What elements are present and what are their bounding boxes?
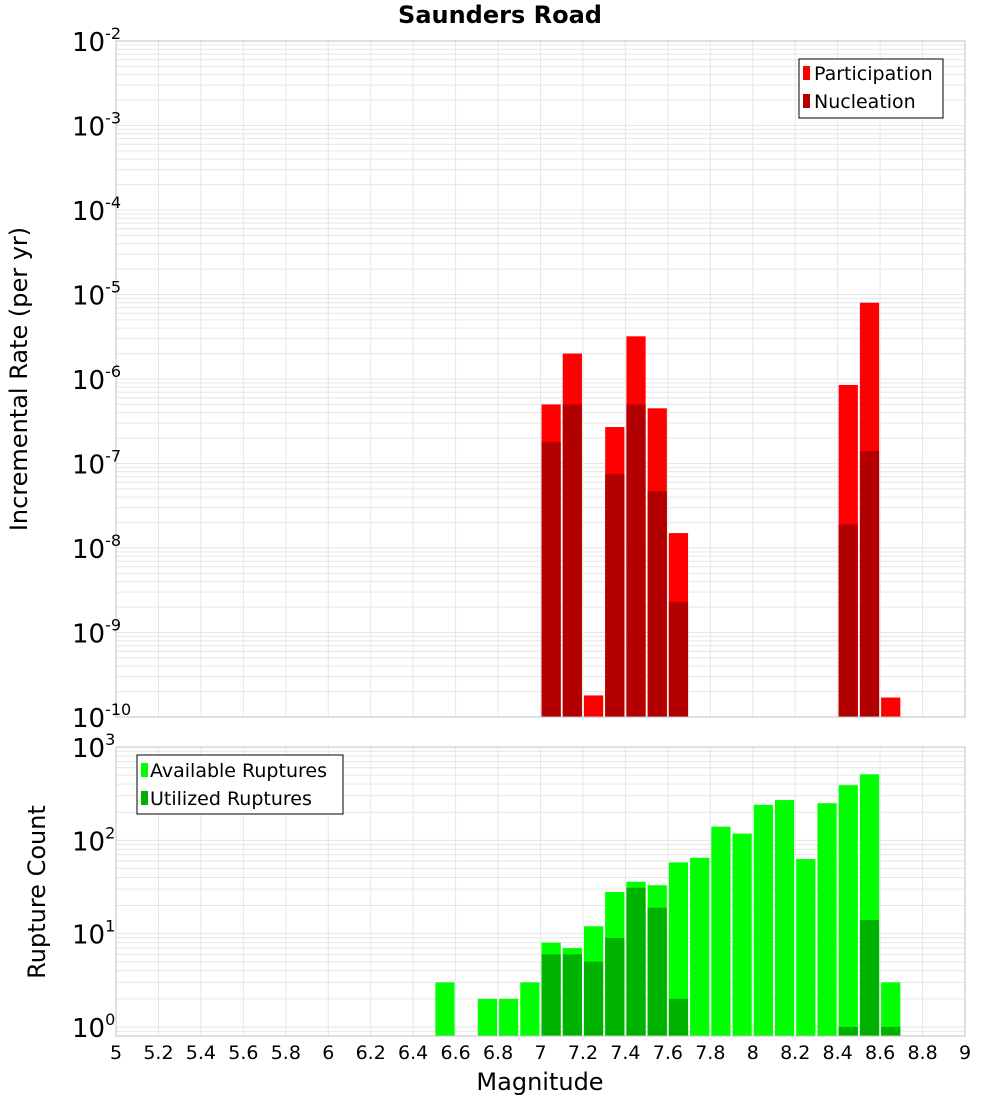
x-tick-label: 6 [322,1042,334,1064]
chart-title: Saunders Road [398,1,602,29]
bottom-bar-available-ruptures [435,982,455,1036]
x-tick-label: 5 [110,1042,122,1064]
x-tick-label: 6.4 [398,1042,428,1064]
bottom-bar-utilized-ruptures [647,907,667,1036]
bottom-bar-available-ruptures [753,804,773,1036]
bottom-bar-utilized-ruptures [668,998,689,1036]
top-bar-nucleation [859,451,880,717]
x-tick-label: 5.2 [143,1042,173,1064]
top-bar-nucleation [838,524,858,717]
bottom-bar-utilized-ruptures [626,887,646,1036]
bottom-bar-available-ruptures [732,833,752,1036]
top-legend-box [798,58,944,119]
top-bar-nucleation [605,474,625,717]
bottom-bar-utilized-ruptures [583,961,604,1036]
top-y-tick-label: 10-4 [72,193,121,227]
x-tick-label: 7 [534,1042,546,1064]
top-y-tick-label: 10-9 [72,616,121,650]
legend-label-utilized: Utilized Ruptures [150,788,312,810]
bottom-bar-available-ruptures [817,803,837,1036]
x-tick-label: 8.8 [907,1042,937,1064]
bottom-y-tick-label: 101 [72,917,115,951]
top-bar-nucleation [626,404,646,717]
legend-swatch-available [141,763,148,777]
x-tick-label: 8.6 [865,1042,895,1064]
x-tick-label: 6.6 [440,1042,470,1064]
bottom-bar-available-ruptures [668,862,689,1036]
bottom-y-tick-label: 100 [72,1010,115,1044]
top-bar-nucleation [562,404,582,717]
bottom-bar-available-ruptures [796,859,816,1036]
top-grid [115,40,966,718]
legend-label-nucleation: Nucleation [814,91,916,113]
top-bar-nucleation [668,601,689,717]
x-tick-label: 6.2 [356,1042,386,1064]
x-tick-label: 5.6 [228,1042,258,1064]
bottom-plot-frame [115,746,966,1037]
top-y-axis-label: Incremental Rate (per yr) [5,227,33,531]
bottom-panel: 103 102 101 100 Rupture Count Available Rup… [23,730,966,1044]
legend-swatch-participation [803,66,810,80]
top-y-tick-label: 10-6 [72,362,121,396]
top-bar-participation [881,697,901,717]
legend-label-participation: Participation [814,63,933,85]
x-tick-label: 7.4 [610,1042,640,1064]
bottom-bar-utilized-ruptures [859,920,880,1036]
bottom-bars [435,774,901,1036]
x-tick-labels: 5 5.2 5.4 5.6 5.8 6 6.2 6.4 6.6 6.8 7 7.2 7.4 7.6 7.8 8… [110,1042,971,1064]
bottom-y-tick-label: 103 [72,730,115,764]
bottom-bar-available-ruptures [774,800,795,1036]
top-y-tick-label: 10-7 [72,447,121,481]
top-y-tick-label: 10-3 [72,109,121,143]
x-tick-label: 7.8 [695,1042,725,1064]
x-tick-label: 6.8 [483,1042,513,1064]
x-tick-label: 9 [959,1042,971,1064]
bottom-bar-available-ruptures [838,785,858,1036]
bottom-bar-available-ruptures [499,998,519,1036]
top-y-tick-label: 10-2 [72,24,121,58]
top-panel: 10-2 10-3 10-4 10-5 10-6 10-7 10-8 10-9 10-10 In… [5,24,966,734]
x-tick-label: 7.2 [568,1042,598,1064]
x-tick-label: 8 [747,1042,759,1064]
x-tick-label: 5.4 [186,1042,216,1064]
bottom-bar-available-ruptures [711,826,731,1036]
bottom-y-axis-label: Rupture Count [23,805,51,979]
legend-label-available: Available Ruptures [150,760,327,782]
legend-swatch-utilized [141,791,148,805]
top-plot-frame [115,40,966,718]
bottom-legend-box [136,754,344,815]
top-bars [541,302,901,717]
top-bar-nucleation [647,491,667,717]
bottom-bar-utilized-ruptures [881,1026,901,1036]
bottom-y-tick-label: 102 [72,823,115,857]
bottom-bar-utilized-ruptures [838,1026,858,1036]
top-y-ticks: 10-2 10-3 10-4 10-5 10-6 10-7 10-8 10-9 10-10 [72,24,131,734]
x-tick-label: 5.8 [271,1042,301,1064]
bottom-legend: Available Ruptures Utilized Ruptures [136,754,344,815]
bottom-bar-available-ruptures [477,998,498,1036]
x-tick-label: 8.2 [780,1042,810,1064]
bottom-bar-utilized-ruptures [541,954,561,1036]
bottom-bar-utilized-ruptures [605,937,625,1036]
top-y-tick-label: 10-8 [72,531,121,565]
top-y-tick-label: 10-10 [72,700,131,734]
x-tick-label: 7.6 [653,1042,683,1064]
x-tick-label: 8.4 [823,1042,853,1064]
top-legend: Participation Nucleation [798,58,944,119]
bottom-bar-available-ruptures [520,982,540,1036]
bottom-bar-utilized-ruptures [562,954,582,1036]
bottom-bar-available-ruptures [881,982,901,1036]
top-bar-nucleation [541,441,561,717]
legend-swatch-nucleation [803,94,810,108]
bottom-bar-available-ruptures [690,857,710,1036]
top-y-tick-label: 10-5 [72,278,121,312]
bottom-y-ticks: 103 102 101 100 [72,730,115,1044]
x-axis-label: Magnitude [476,1068,603,1096]
top-bar-participation [583,695,604,717]
